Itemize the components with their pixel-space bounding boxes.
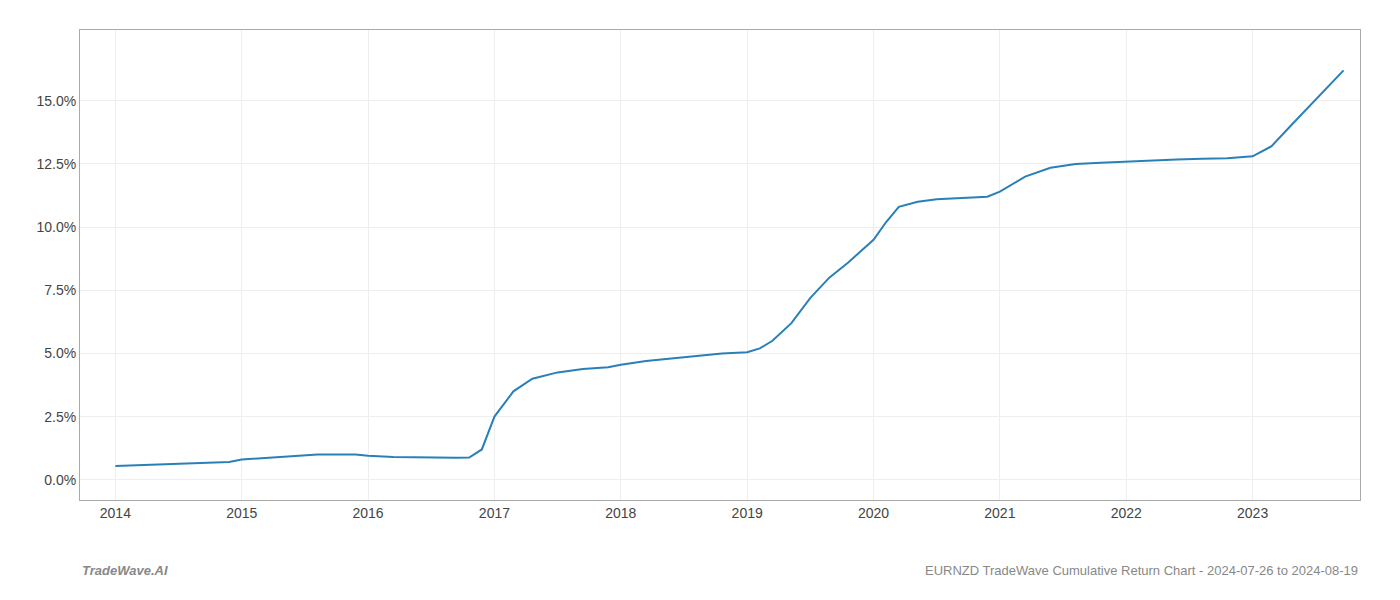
svg-text:2017: 2017 — [479, 505, 510, 521]
svg-text:10.0%: 10.0% — [36, 219, 76, 235]
svg-text:7.5%: 7.5% — [44, 282, 76, 298]
svg-text:2014: 2014 — [100, 505, 131, 521]
svg-text:2018: 2018 — [605, 505, 636, 521]
svg-text:2016: 2016 — [353, 505, 384, 521]
svg-text:5.0%: 5.0% — [44, 345, 76, 361]
svg-text:2023: 2023 — [1237, 505, 1268, 521]
svg-text:2019: 2019 — [732, 505, 763, 521]
svg-text:TradeWave.AI: TradeWave.AI — [82, 563, 168, 578]
svg-text:0.0%: 0.0% — [44, 472, 76, 488]
svg-text:2015: 2015 — [226, 505, 257, 521]
svg-text:2022: 2022 — [1111, 505, 1142, 521]
svg-text:15.0%: 15.0% — [36, 93, 76, 109]
svg-text:2020: 2020 — [858, 505, 889, 521]
svg-text:2021: 2021 — [984, 505, 1015, 521]
svg-text:EURNZD TradeWave Cumulative Re: EURNZD TradeWave Cumulative Return Chart… — [925, 563, 1358, 578]
svg-text:12.5%: 12.5% — [36, 156, 76, 172]
svg-text:2.5%: 2.5% — [44, 409, 76, 425]
